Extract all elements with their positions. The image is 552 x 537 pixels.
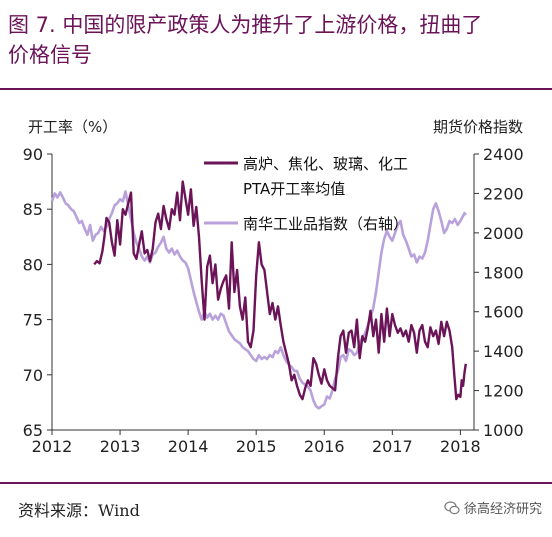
chart-title-line-1: 图 7. 中国的限产政策人为推升了上游价格，扭曲了 [8,13,483,37]
top-divider [0,88,552,90]
source-note: 资料来源：Wind [18,501,140,520]
y-right-tick-label: 1000 [483,421,524,440]
legend-label-utilization-line-1: 高炉、焦化、玻璃、化工 [243,155,408,173]
y-right-tick-label: 1400 [483,342,524,361]
series-line-utilization [93,180,467,401]
y-left-tick-label: 75 [23,311,43,330]
series-line-nanhua-index [50,190,467,410]
y-left-tick-label: 90 [23,145,43,164]
bottom-divider [0,482,552,484]
y-right-tick-label: 1200 [483,382,524,401]
line-chart: 开工率（%） 期货价格指数 65 70 75 80 85 90 1000 1200 1400 1600… [23,118,524,456]
legend-label-utilization-line-2: PTA开工率均值 [243,180,345,198]
x-tick-label: 2015 [236,437,277,456]
y-right-tick-label: 2400 [483,145,524,164]
x-tick-label: 2017 [372,437,413,456]
x-tick-label: 2012 [32,437,73,456]
y-right-tick-label: 1800 [483,263,524,282]
y-right-tick-label: 2200 [483,184,524,203]
x-tick-label: 2016 [304,437,345,456]
y-left-tick-label: 70 [23,366,43,385]
y-left-tick-label: 85 [23,200,43,219]
x-tick-label: 2013 [100,437,141,456]
y-right-tick-label: 1600 [483,303,524,322]
x-tick-label: 2014 [168,437,209,456]
chart-title: 图 7. 中国的限产政策人为推升了上游价格，扭曲了 价格信号 [8,10,544,70]
y-left-tick-label: 80 [23,255,43,274]
y-left-tick-label: 65 [23,421,43,440]
legend-label-nanhua-index: 南华工业品指数（右轴） [243,215,408,233]
chart-title-line-2: 价格信号 [8,43,92,67]
right-axis-label: 期货价格指数 [433,118,523,136]
watermark: 徐高经济研究 [444,498,542,517]
x-tick-label: 2018 [440,437,481,456]
watermark-text: 徐高经济研究 [463,502,542,517]
wechat-icon [444,500,460,514]
left-axis-label: 开工率（%） [28,118,117,136]
y-right-tick-label: 2000 [483,224,524,243]
